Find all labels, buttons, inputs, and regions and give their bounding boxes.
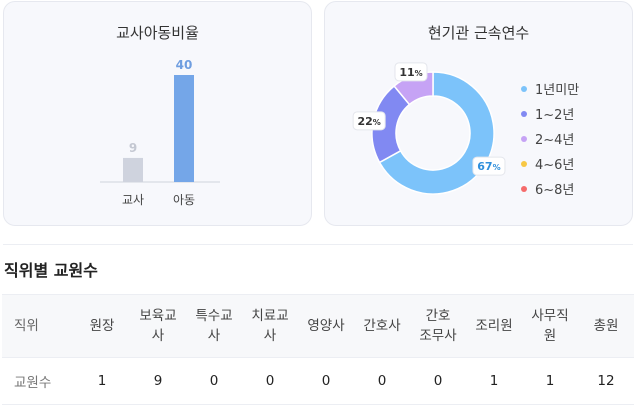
table-cell: 교원수 xyxy=(2,357,74,405)
tenure-legend: 1년미만 1~2년 2~4년 4~6년 6~8년 xyxy=(521,76,579,201)
table-cell: 1 xyxy=(522,357,578,405)
donut-value-label: 11% xyxy=(394,62,428,82)
tenure-chart-title: 현기관 근속연수 xyxy=(427,24,530,42)
table-cell: 0 xyxy=(242,357,298,405)
legend-dot-icon xyxy=(521,160,527,167)
column-header: 영양사 xyxy=(298,294,354,358)
section-title: 직위별 교원수 xyxy=(4,261,98,280)
table-cell: 0 xyxy=(298,357,354,405)
teacher-child-ratio-card: 교사아동비율 9 교사 40 아동 xyxy=(3,1,312,226)
bar-value-label: 9 xyxy=(129,141,137,155)
column-header: 간호 조무사 xyxy=(410,294,466,358)
column-header: 원장 xyxy=(74,294,130,358)
bar-value-label: 40 xyxy=(176,58,193,72)
column-header: 조리원 xyxy=(466,294,522,358)
column-header: 총원 xyxy=(578,294,634,358)
table-cell: 1 xyxy=(466,357,522,405)
bar-category-label: 아동 xyxy=(173,193,195,207)
bar-category-label: 교사 xyxy=(122,193,144,207)
legend-label: 1~2년 xyxy=(535,108,575,123)
donut-value-label: 22% xyxy=(352,111,386,131)
legend-item: 1년미만 xyxy=(521,76,579,101)
table-row: 교원수 1 9 0 0 0 0 0 1 1 12 xyxy=(2,357,634,405)
bar-teacher xyxy=(123,157,143,182)
legend-dot-icon xyxy=(521,110,527,117)
svg-text:11%: 11% xyxy=(399,66,422,79)
column-header: 직위 xyxy=(2,294,74,358)
section-divider xyxy=(3,244,633,245)
table-cell: 0 xyxy=(186,357,242,405)
legend-dot-icon xyxy=(521,135,527,142)
legend-label: 4~6년 xyxy=(535,158,575,173)
legend-label: 2~4년 xyxy=(535,133,575,148)
legend-item: 4~6년 xyxy=(521,151,579,176)
table-cell: 1 xyxy=(74,357,130,405)
column-header: 사무직 원 xyxy=(522,294,578,358)
ratio-bar-chart: 9 교사 40 아동 xyxy=(100,58,220,207)
staff-table: 직위 원장 보육교 사 특수교 사 치료교 사 영양사 간호사 간호 조무사 조리원 사무직 원 총원 교원수… xyxy=(2,294,634,405)
tenure-card: 현기관 근속연수 67% 22% 11% 1년미만 1~2년 2~4년 4~6년 6~8년 xyxy=(324,1,633,226)
table-header-row: 직위 원장 보육교 사 특수교 사 치료교 사 영양사 간호사 간호 조무사 조리원 사무직 원 총원 xyxy=(2,294,634,358)
table-cell: 0 xyxy=(410,357,466,405)
column-header: 간호사 xyxy=(354,294,410,358)
legend-item: 6~8년 xyxy=(521,176,579,201)
column-header: 특수교 사 xyxy=(186,294,242,358)
table-cell: 0 xyxy=(354,357,410,405)
legend-dot-icon xyxy=(521,185,527,192)
legend-label: 1년미만 xyxy=(535,83,580,98)
column-header: 보육교 사 xyxy=(130,294,186,358)
legend-item: 2~4년 xyxy=(521,126,579,151)
legend-dot-icon xyxy=(521,85,527,92)
column-header: 치료교 사 xyxy=(242,294,298,358)
donut-slice xyxy=(378,71,495,195)
legend-label: 6~8년 xyxy=(535,183,575,198)
tenure-donut-chart: 67% 22% 11% xyxy=(352,62,506,195)
ratio-chart-title: 교사아동비율 xyxy=(116,24,199,42)
svg-text:67%: 67% xyxy=(477,160,500,173)
table-cell: 9 xyxy=(130,357,186,405)
legend-item: 1~2년 xyxy=(521,101,579,126)
table-cell: 12 xyxy=(578,357,634,405)
donut-value-label: 67% xyxy=(472,156,506,176)
svg-text:22%: 22% xyxy=(357,115,380,128)
bar-child xyxy=(174,75,194,182)
